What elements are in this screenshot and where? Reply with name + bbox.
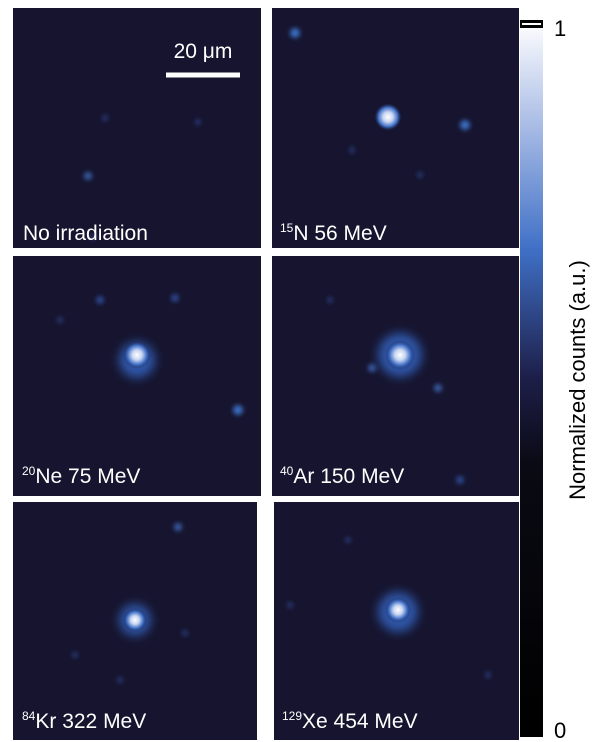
scale-bar-label: 20 μm	[174, 40, 233, 63]
panel-label: 20Ne 75 MeV	[22, 464, 140, 488]
colorbar-min: 0	[554, 718, 566, 742]
panel-label: 40Ar 150 MeV	[280, 464, 404, 488]
panel-label: 15N 56 MeV	[280, 221, 387, 245]
label-part: 15	[280, 221, 294, 235]
label-part: Ar 150 MeV	[293, 465, 404, 488]
panel-label: 129Xe 454 MeV	[282, 709, 418, 733]
label-part: Kr 322 MeV	[35, 710, 146, 733]
label-part: Ne 75 MeV	[35, 465, 140, 488]
label-part: No irradiation	[23, 222, 148, 245]
colorbar-title: Normalized counts (a.u.)	[565, 260, 590, 500]
label-part: 40	[280, 464, 294, 478]
panel-label: No irradiation	[23, 222, 148, 245]
label-part: 84	[22, 709, 36, 723]
panel: 129Xe 454 MeV	[274, 502, 519, 740]
panel: 20Ne 75 MeV	[13, 256, 261, 496]
panel: 20 μm No irradiation	[13, 8, 261, 248]
label-part: 129	[282, 709, 302, 723]
panel: 15N 56 MeV	[272, 8, 519, 248]
colorbar-max: 1	[554, 16, 566, 41]
label-part: N 56 MeV	[293, 222, 386, 245]
panel: 84Kr 322 MeV	[13, 502, 257, 740]
panel: 40Ar 150 MeV	[272, 256, 519, 496]
panel-label: 84Kr 322 MeV	[22, 709, 146, 733]
figure: 20 μm No irradiation 15N 56 MeV 20Ne 75 …	[0, 0, 594, 742]
colorbar: 1 0 Normalized counts (a.u.)	[520, 16, 590, 742]
label-part: Xe 454 MeV	[302, 710, 418, 733]
label-part: 20	[22, 464, 36, 478]
